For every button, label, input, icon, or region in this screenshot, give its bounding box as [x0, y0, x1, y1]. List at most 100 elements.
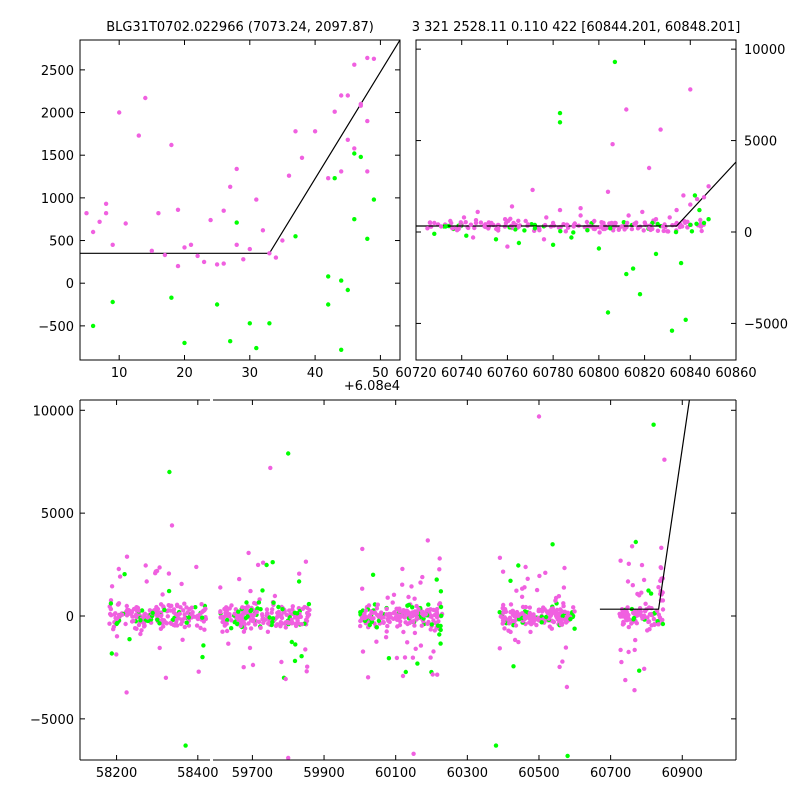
- green-point: [115, 620, 120, 625]
- magenta-point: [559, 617, 564, 622]
- magenta-point: [502, 615, 507, 620]
- magenta-point: [124, 554, 130, 559]
- green-point: [621, 220, 626, 225]
- magenta-point: [339, 169, 344, 174]
- magenta-point: [434, 615, 440, 620]
- green-point: [543, 614, 549, 620]
- green-point: [292, 658, 298, 664]
- green-point: [630, 266, 636, 271]
- magenta-point: [497, 646, 502, 651]
- x-tick-label: 60700: [590, 766, 631, 781]
- green-point: [651, 422, 656, 427]
- magenta-point: [618, 647, 623, 653]
- green-point: [157, 621, 162, 626]
- x-tick-label: 60720: [395, 366, 436, 381]
- magenta-point: [694, 196, 700, 202]
- magenta-point: [641, 228, 646, 233]
- magenta-point: [418, 643, 424, 648]
- magenta-point: [358, 618, 363, 624]
- green-point: [280, 607, 285, 612]
- green-point: [365, 236, 370, 241]
- green-point: [608, 226, 613, 231]
- magenta-point: [542, 222, 548, 228]
- magenta-point: [557, 664, 562, 670]
- green-point: [443, 224, 448, 229]
- magenta-point: [619, 614, 625, 619]
- magenta-point: [541, 237, 547, 242]
- magenta-point: [224, 621, 229, 626]
- magenta-point: [561, 601, 566, 606]
- magenta-point: [598, 224, 604, 229]
- green-point: [193, 605, 198, 610]
- green-point: [660, 621, 666, 627]
- magenta-point: [267, 251, 272, 256]
- magenta-point: [240, 614, 245, 619]
- green-point: [522, 228, 527, 233]
- green-point: [244, 600, 249, 605]
- y-tick-label: −5000: [744, 317, 788, 332]
- magenta-point: [117, 110, 122, 115]
- magenta-point: [326, 176, 331, 181]
- green-point: [228, 339, 233, 344]
- magenta-point: [385, 623, 390, 629]
- magenta-point: [143, 95, 148, 101]
- magenta-point: [247, 645, 253, 651]
- magenta-point: [124, 613, 130, 618]
- magenta-point: [544, 609, 549, 614]
- y-tick-label: 10000: [744, 43, 785, 58]
- magenta-point: [385, 595, 390, 600]
- magenta-point: [520, 604, 526, 610]
- magenta-point: [303, 559, 309, 564]
- magenta-point: [175, 263, 181, 269]
- magenta-point: [425, 538, 430, 543]
- magenta-point: [154, 568, 160, 574]
- green-point: [293, 234, 298, 239]
- magenta-point: [270, 607, 275, 612]
- green-point: [637, 292, 643, 297]
- magenta-point: [117, 574, 123, 579]
- magenta-point: [380, 620, 386, 625]
- magenta-point: [667, 215, 672, 220]
- green-point: [438, 623, 443, 629]
- magenta-point: [630, 583, 635, 588]
- magenta-point: [108, 606, 114, 612]
- magenta-point: [699, 228, 704, 234]
- magenta-point: [516, 218, 521, 223]
- magenta-point: [177, 611, 182, 616]
- magenta-point: [528, 616, 533, 621]
- magenta-point: [506, 621, 512, 626]
- green-point: [648, 591, 654, 596]
- magenta-point: [248, 588, 253, 594]
- magenta-point: [406, 594, 411, 600]
- axes-frame: [79, 39, 401, 361]
- magenta-point: [411, 619, 416, 624]
- magenta-point: [597, 230, 602, 235]
- magenta-point: [248, 626, 254, 631]
- magenta-point: [234, 242, 239, 247]
- green-point: [306, 601, 312, 607]
- y-tick-label: 1500: [41, 149, 74, 164]
- magenta-point: [190, 610, 195, 615]
- green-point: [646, 588, 651, 593]
- green-point: [697, 207, 702, 213]
- magenta-point: [352, 62, 357, 67]
- magenta-point: [642, 609, 648, 614]
- magenta-point: [240, 605, 245, 610]
- magenta-point: [642, 666, 647, 671]
- magenta-point: [643, 601, 648, 606]
- magenta-point: [420, 574, 425, 580]
- magenta-point: [645, 615, 650, 620]
- magenta-point: [527, 605, 532, 610]
- magenta-point: [229, 618, 234, 623]
- magenta-point: [394, 655, 400, 661]
- magenta-point: [414, 615, 420, 620]
- magenta-point: [635, 591, 640, 597]
- magenta-point: [516, 224, 522, 229]
- magenta-point: [402, 611, 408, 616]
- x-tick-label: 60800: [578, 366, 619, 381]
- magenta-point: [556, 615, 561, 620]
- magenta-point: [397, 609, 402, 614]
- magenta-point: [185, 610, 190, 615]
- magenta-point: [371, 56, 377, 61]
- magenta-point: [161, 618, 167, 623]
